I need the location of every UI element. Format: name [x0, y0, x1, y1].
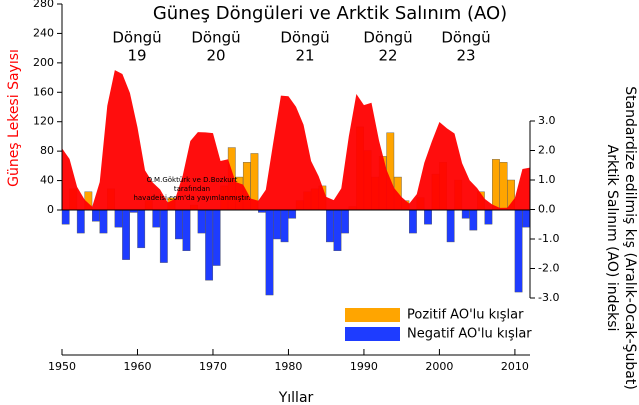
watermark: havadeisi.com'da yayımlanmıştır. — [133, 194, 250, 202]
ao-bar — [325, 209, 334, 243]
cycle-label: Döngü — [280, 29, 329, 47]
ao-bar — [469, 209, 478, 231]
y2-tick-label: 0.0 — [538, 203, 556, 216]
x-tick-label: 1980 — [274, 360, 302, 373]
y2-tick-label: 2.0 — [538, 144, 556, 157]
x-tick-label: 2010 — [501, 360, 529, 373]
ao-bar — [333, 209, 342, 251]
y2-axis-label: Standardize edilmiş kış (Aralık-Ocak-Şub… — [622, 86, 638, 390]
x-tick-label: 1970 — [199, 360, 227, 373]
ao-bar — [522, 209, 531, 228]
x-tick-label: 1960 — [123, 360, 151, 373]
y-tick-label: 240 — [33, 26, 54, 39]
ao-bar — [159, 209, 168, 263]
ao-bar — [514, 209, 523, 293]
ao-bar — [212, 209, 221, 266]
ao-bar — [205, 209, 214, 281]
ao-bar — [197, 209, 206, 234]
cycle-label: Döngü — [191, 29, 240, 47]
y-tick-label: 200 — [33, 56, 54, 69]
y-tick-label: 120 — [33, 115, 54, 128]
x-tick-label: 1990 — [350, 360, 378, 373]
ao-bar — [273, 209, 281, 240]
ao-bar — [499, 162, 508, 210]
ao-bar — [182, 209, 191, 251]
y-tick-label: 40 — [40, 174, 54, 187]
ao-bar — [424, 209, 432, 225]
y-tick-label: 160 — [33, 85, 54, 98]
ao-bar — [492, 159, 500, 210]
ao-bar — [114, 209, 123, 228]
cycle-label: Döngü — [363, 29, 412, 47]
cycle-label: Döngü — [112, 29, 161, 47]
ao-bar — [61, 209, 70, 225]
ao-bar — [484, 209, 493, 225]
x-axis-label: Yıllar — [278, 390, 314, 405]
legend-swatch — [345, 308, 400, 322]
ao-bar — [122, 209, 130, 260]
ao-bar — [446, 209, 455, 243]
cycle-number: 23 — [456, 47, 475, 65]
ao-bar — [99, 209, 108, 234]
ao-bar — [175, 209, 183, 240]
x-tick-label: 2000 — [425, 360, 453, 373]
legend-label: Pozitif AO'lu kışlar — [407, 308, 524, 323]
y-tick-label: 0 — [47, 203, 54, 216]
sunspot-area — [62, 70, 530, 211]
y2-tick-label: -2.0 — [538, 262, 559, 275]
cycle-number: 21 — [295, 47, 314, 65]
cycle-number: 22 — [378, 47, 397, 65]
ao-bar — [409, 209, 417, 234]
watermark: tarafından — [174, 185, 210, 193]
ao-bar — [265, 209, 274, 296]
y-tick-label: 280 — [33, 0, 54, 10]
ao-bar — [288, 209, 297, 219]
cycle-number: 19 — [127, 47, 146, 65]
legend-swatch — [345, 327, 400, 341]
ao-bar — [341, 209, 349, 234]
cycle-number: 20 — [206, 47, 225, 65]
chart-title: Güneş Döngüleri ve Arktik Salınım (AO) — [153, 3, 507, 24]
legend-label: Negatif AO'lu kışlar — [407, 327, 532, 342]
ao-bar — [152, 209, 161, 228]
cycle-label: Döngü — [441, 29, 490, 47]
y-tick-label: 80 — [40, 144, 54, 157]
y2-axis-label: Arktik Salınım (AO) indeksi — [604, 145, 620, 332]
ao-bar — [461, 209, 470, 219]
y2-tick-label: -1.0 — [538, 232, 559, 245]
y2-tick-label: 1.0 — [538, 173, 556, 186]
x-tick-label: 1950 — [48, 360, 76, 373]
ao-bar — [91, 209, 100, 222]
ao-bar — [137, 209, 146, 249]
ao-bar — [76, 209, 85, 234]
y-axis-label: Güneş Lekesi Sayısı — [6, 49, 22, 187]
ao-bar — [280, 209, 289, 243]
y2-tick-label: 3.0 — [538, 114, 556, 127]
y2-tick-label: -3.0 — [538, 291, 559, 304]
watermark: O.M.Göktürk ve D.Bozkurt — [147, 176, 238, 184]
